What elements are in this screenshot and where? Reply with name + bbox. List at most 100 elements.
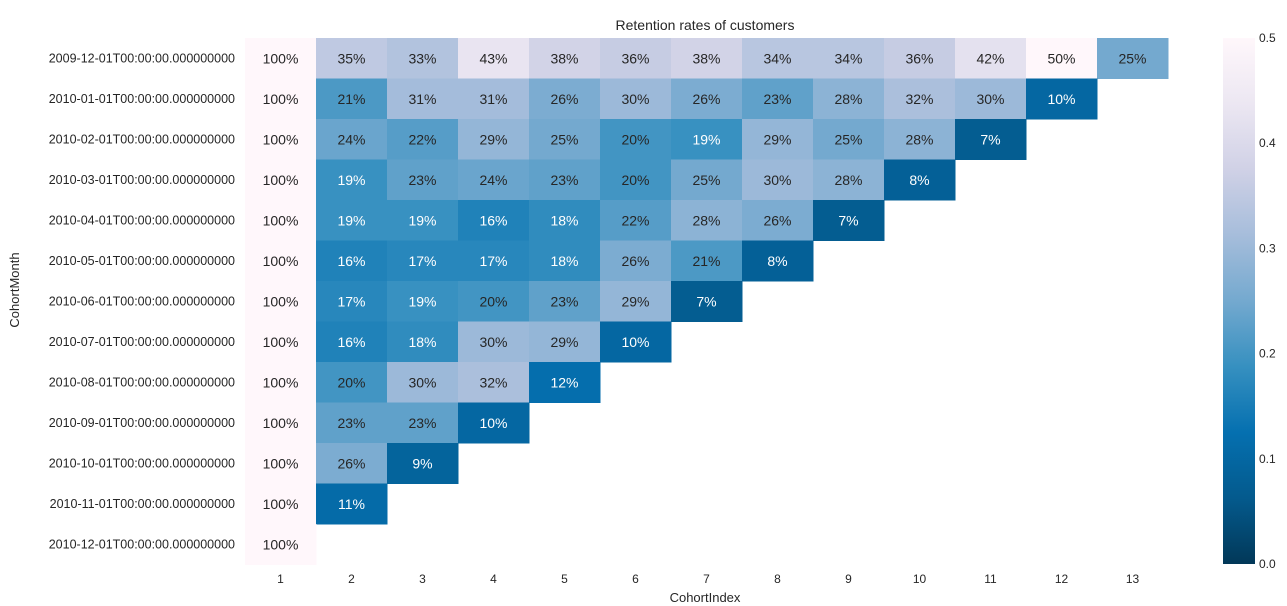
heatmap-cell: [387, 78, 459, 120]
heatmap-cell: [529, 281, 601, 322]
heatmap-cell: [245, 38, 317, 79]
heatmap-cell: [316, 200, 388, 241]
heatmap-cell: [316, 38, 388, 79]
y-tick-label: 2010-09-01T00:00:00.000000000: [49, 416, 235, 430]
heatmap-cell: [742, 200, 814, 241]
heatmap-cell: [245, 119, 317, 160]
cell-value-label: 10%: [621, 334, 649, 350]
cell-value-label: 18%: [408, 334, 436, 350]
cell-value-label: 30%: [479, 334, 507, 350]
cell-value-label: 28%: [692, 212, 720, 228]
cell-value-label: 25%: [692, 172, 720, 188]
heatmap-cell: [316, 483, 388, 525]
heatmap-cell: [458, 240, 530, 282]
cell-value-label: 32%: [905, 91, 933, 107]
heatmap-cell: [458, 362, 530, 403]
cell-value-label: 100%: [263, 415, 299, 431]
heatmap-cell: [884, 159, 956, 201]
y-axis-label: CohortMonth: [7, 252, 22, 327]
colorbar-tick-label: 0.5: [1259, 31, 1276, 45]
heatmap-cell: [245, 240, 317, 282]
cell-value-label: 20%: [337, 374, 365, 390]
cell-value-label: 100%: [263, 50, 299, 66]
cell-value-label: 28%: [834, 172, 862, 188]
cell-value-label: 100%: [263, 91, 299, 107]
colorbar-tick-label: 0.3: [1259, 241, 1276, 255]
heatmap-cell: [600, 321, 672, 363]
cell-value-label: 28%: [834, 91, 862, 107]
cell-value-label: 22%: [408, 131, 436, 147]
cell-value-label: 19%: [692, 131, 720, 147]
cell-value-label: 25%: [834, 131, 862, 147]
cell-value-label: 26%: [763, 212, 791, 228]
heatmap-cell: [458, 159, 530, 201]
heatmap-cell: [316, 281, 388, 322]
heatmap-cell: [245, 362, 317, 403]
heatmap-cell: [813, 159, 885, 201]
cell-value-label: 28%: [905, 131, 933, 147]
cell-value-label: 19%: [408, 212, 436, 228]
heatmap-cell: [316, 402, 388, 444]
heatmap-cell: [529, 321, 601, 363]
heatmap-cell: [1026, 78, 1098, 120]
heatmap-cell: [742, 119, 814, 160]
cell-value-label: 19%: [337, 172, 365, 188]
heatmap-cell: [316, 119, 388, 160]
cell-value-label: 36%: [905, 50, 933, 66]
heatmap-cell: [245, 200, 317, 241]
heatmap-cell: [671, 38, 743, 79]
cell-value-label: 10%: [1047, 91, 1075, 107]
cell-value-label: 17%: [337, 293, 365, 309]
cell-value-label: 26%: [550, 91, 578, 107]
cell-value-label: 31%: [479, 91, 507, 107]
cell-value-label: 19%: [337, 212, 365, 228]
heatmap-cell: [529, 159, 601, 201]
cell-value-label: 100%: [263, 496, 299, 512]
x-tick-label: 7: [703, 572, 710, 586]
cell-value-label: 43%: [479, 50, 507, 66]
x-tick-label: 1: [277, 572, 284, 586]
heatmap-cell: [529, 78, 601, 120]
cell-value-label: 8%: [767, 253, 787, 269]
cell-value-label: 36%: [621, 50, 649, 66]
heatmap-cell: [316, 78, 388, 120]
cell-value-label: 23%: [763, 91, 791, 107]
heatmap-cell: [458, 119, 530, 160]
cell-value-label: 30%: [763, 172, 791, 188]
heatmap-cell: [387, 281, 459, 322]
heatmap-cell: [742, 159, 814, 201]
y-tick-label: 2010-10-01T00:00:00.000000000: [49, 456, 235, 470]
cell-value-label: 20%: [479, 293, 507, 309]
cell-labels: 100% 35% 33% 43% 38% 36% 38% 34% 34% 36% 42% 50% 25%…: [263, 50, 1147, 552]
cell-value-label: 50%: [1047, 50, 1075, 66]
cell-value-label: 35%: [337, 50, 365, 66]
cell-value-label: 26%: [337, 455, 365, 471]
heatmap-cell: [387, 321, 459, 363]
heatmap-cell: [529, 119, 601, 160]
heatmap-cell: [387, 362, 459, 403]
cell-value-label: 21%: [692, 253, 720, 269]
heatmap-cell: [245, 483, 317, 525]
cell-value-label: 7%: [980, 131, 1000, 147]
heatmap-cell: [387, 119, 459, 160]
heatmap-cell: [600, 200, 672, 241]
heatmap-cell: [458, 38, 530, 79]
cell-value-label: 29%: [763, 131, 791, 147]
heatmap-cell: [245, 321, 317, 363]
cell-value-label: 42%: [976, 50, 1004, 66]
heatmap-cell: [813, 38, 885, 79]
chart-title: Retention rates of customers: [616, 17, 795, 33]
cell-value-label: 100%: [263, 253, 299, 269]
heatmap-cell: [600, 119, 672, 160]
heatmap-cell: [529, 200, 601, 241]
x-tick-label: 8: [774, 572, 781, 586]
heatmap-cell: [671, 281, 743, 322]
cell-value-label: 11%: [338, 496, 365, 512]
heatmap-cell: [600, 78, 672, 120]
heatmap-cell: [813, 200, 885, 241]
y-tick-label: 2009-12-01T00:00:00.000000000: [49, 51, 235, 65]
cell-value-label: 16%: [337, 334, 365, 350]
heatmap-cell: [316, 240, 388, 282]
cell-value-label: 100%: [263, 293, 299, 309]
